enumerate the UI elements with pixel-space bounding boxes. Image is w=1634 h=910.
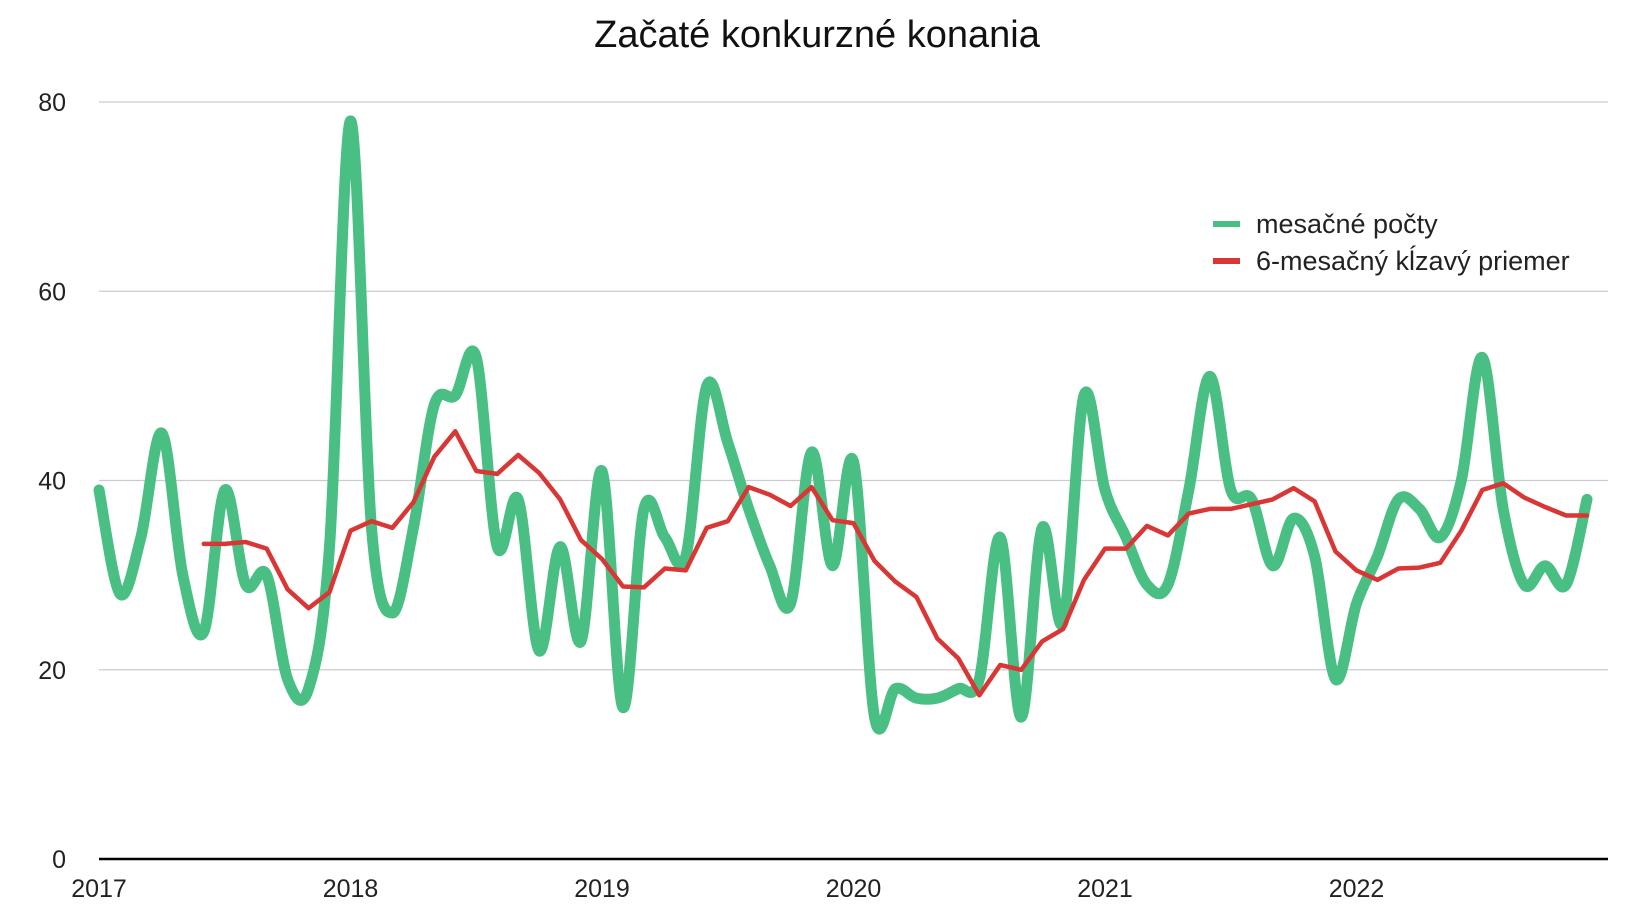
x-tick-label: 2020 — [826, 875, 882, 903]
chart-title: Začaté konkurzné konania — [594, 14, 1040, 56]
x-tick-label: 2018 — [323, 875, 379, 903]
x-tick-label: 2019 — [574, 875, 630, 903]
series-line-moving-average — [201, 429, 1590, 698]
x-tick-label: 2021 — [1077, 875, 1133, 903]
x-tick-label: 2022 — [1329, 875, 1385, 903]
y-tick-label: 40 — [38, 468, 66, 496]
y-tick-label: 0 — [52, 846, 66, 874]
x-axis: 2017 2018 2019 2020 2021 2022 — [71, 857, 1608, 903]
legend-label-moving-average: 6-mesačný kĺzavý priemer — [1256, 245, 1570, 276]
legend: mesačné počty 6-mesačný kĺzavý priemer — [1213, 209, 1570, 276]
y-tick-label: 60 — [38, 278, 66, 306]
series-lines — [93, 115, 1593, 735]
y-axis: 0 20 40 60 80 — [38, 89, 66, 874]
y-tick-label: 20 — [38, 657, 66, 685]
series-line-monthly — [93, 115, 1593, 735]
legend-label-monthly: mesačné počty — [1256, 209, 1438, 239]
y-tick-label: 80 — [38, 89, 66, 117]
x-tick-label: 2017 — [71, 875, 127, 903]
